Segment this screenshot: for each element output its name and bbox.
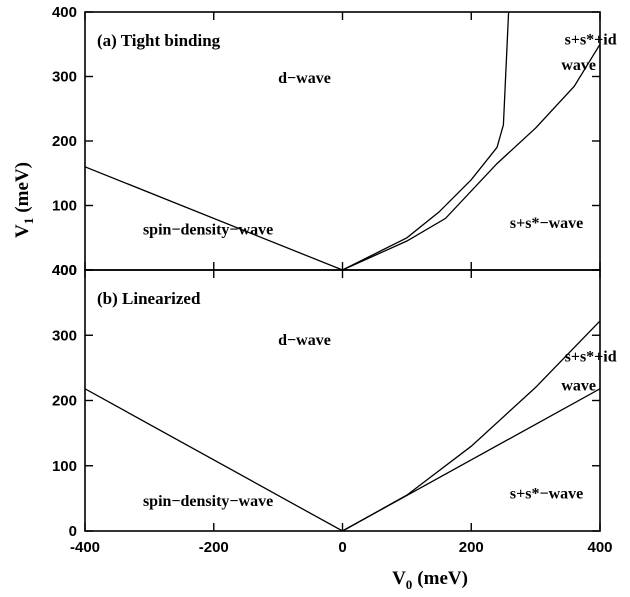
phase-boundary-line-1 bbox=[85, 388, 343, 531]
region-label-spin-density-wave: spin−density−wave bbox=[143, 493, 273, 510]
panel-linearized: 400 300 200 100 0 d−wave spin−density−wave s+s… bbox=[52, 262, 617, 540]
phase-boundary-line-3 bbox=[342, 43, 600, 270]
x-tick-label: -400 bbox=[70, 539, 100, 556]
x-axis-label-main: V bbox=[392, 568, 406, 589]
region-label-d-wave: d−wave bbox=[278, 70, 331, 87]
y-tick-label: 0 bbox=[69, 523, 77, 540]
y-tick-label: 300 bbox=[52, 327, 77, 344]
x-axis-label: V0 (meV) bbox=[392, 568, 468, 592]
y-tick-label: 200 bbox=[52, 133, 77, 150]
y-axis-label-unit: (meV) bbox=[12, 162, 33, 213]
x-tick-label: 200 bbox=[459, 539, 484, 556]
x-tick-labels: -400 -200 0 200 400 bbox=[70, 539, 613, 556]
x-axis-label-unit: (meV) bbox=[417, 568, 468, 589]
y-tick-label: 100 bbox=[52, 198, 77, 215]
y-tick-label: 300 bbox=[52, 69, 77, 86]
region-label-s-s-star-wave: s+s*−wave bbox=[510, 215, 583, 232]
y-tick-label: 400 bbox=[52, 262, 77, 279]
x-tick-label: 0 bbox=[338, 539, 346, 556]
region-label-s-s-star-wave: s+s*−wave bbox=[510, 485, 583, 502]
panel-b-label: (b) Linearized bbox=[97, 289, 201, 308]
x-tick-label: -200 bbox=[199, 539, 229, 556]
y-tick-label: 200 bbox=[52, 393, 77, 410]
y-tick-label: 400 bbox=[52, 262, 77, 279]
panel-a-label: (a) Tight binding bbox=[97, 31, 221, 50]
x-axis-label-sub: 0 bbox=[406, 577, 413, 592]
y-tick-label: 400 bbox=[52, 4, 77, 21]
region-label-s-s-star-id: s+s*+id bbox=[565, 348, 617, 365]
region-label-spin-density-wave: spin−density−wave bbox=[143, 222, 273, 239]
y-axis-label-main: V bbox=[12, 224, 33, 238]
region-label-wave: wave bbox=[561, 57, 596, 74]
phase-boundary-line-2 bbox=[342, 12, 510, 270]
y-axis-label: V1 (meV) bbox=[12, 162, 36, 238]
region-label-wave: wave bbox=[561, 378, 596, 395]
y-axis-label-sub: 1 bbox=[21, 218, 36, 225]
panel-tight-binding: 400 300 200 100 400 d−wave spin−density−wave s… bbox=[52, 4, 617, 279]
x-tick-label: 400 bbox=[587, 539, 612, 556]
phase-boundary-line-1 bbox=[85, 166, 343, 270]
y-tick-label: 100 bbox=[52, 458, 77, 475]
phase-boundary-line-3 bbox=[342, 388, 600, 531]
region-label-s-s-star-id: s+s*+id bbox=[565, 31, 617, 48]
region-label-d-wave: d−wave bbox=[278, 332, 331, 349]
